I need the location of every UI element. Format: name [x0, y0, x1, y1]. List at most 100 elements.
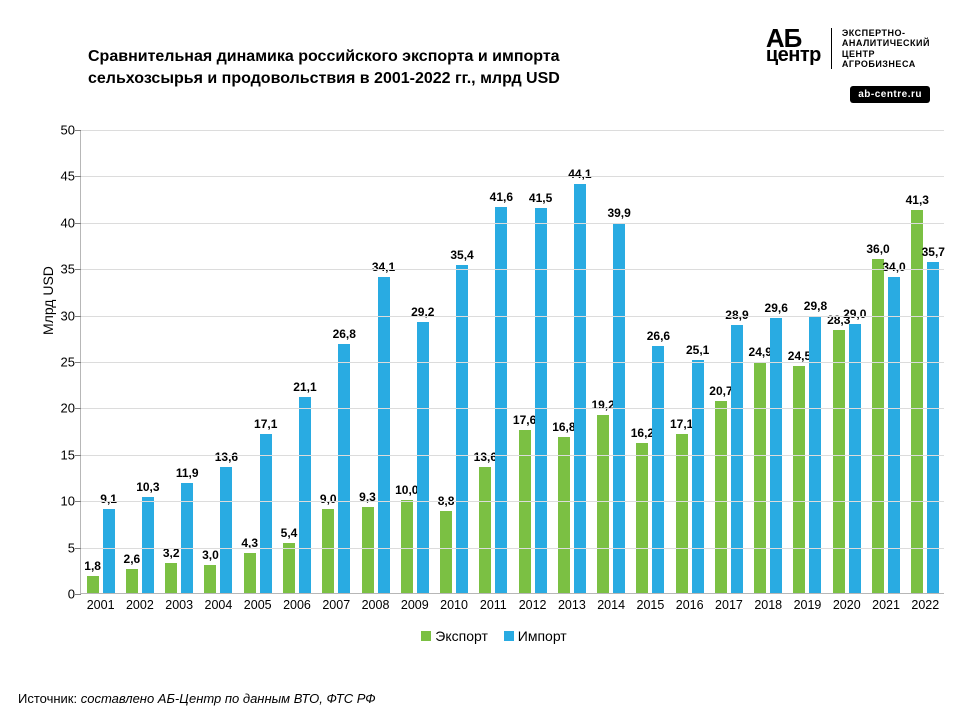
logo: АБ центр ЭКСПЕРТНО- АНАЛИТИЧЕСКИЙ ЦЕНТР …	[766, 28, 930, 69]
bar-импорт	[692, 360, 704, 593]
bar-value-label: 41,3	[901, 193, 933, 207]
bar-экспорт	[126, 569, 138, 593]
grid-line	[81, 408, 944, 409]
y-axis-label: 5	[47, 540, 75, 555]
bar-экспорт	[87, 576, 99, 593]
bar-value-label: 25,1	[682, 343, 714, 357]
y-tick	[75, 501, 81, 502]
page: Сравнительная динамика российского экспо…	[0, 0, 960, 720]
bar-экспорт	[479, 467, 491, 593]
bar-экспорт	[244, 553, 256, 593]
grid-line	[81, 316, 944, 317]
y-tick	[75, 455, 81, 456]
bar-value-label: 13,6	[210, 450, 242, 464]
x-axis-label: 2020	[833, 598, 861, 612]
bar-импорт	[299, 397, 311, 593]
bar-импорт	[535, 208, 547, 593]
bar-экспорт	[362, 507, 374, 593]
x-axis-label: 2005	[244, 598, 272, 612]
y-tick	[75, 548, 81, 549]
bar-value-label: 26,8	[328, 327, 360, 341]
bar-импорт	[338, 344, 350, 593]
grid-line	[81, 455, 944, 456]
y-tick	[75, 223, 81, 224]
x-axis-label: 2014	[597, 598, 625, 612]
x-axis-label: 2013	[558, 598, 586, 612]
grid-line	[81, 501, 944, 502]
title-line-1: Сравнительная динамика российского экспо…	[88, 48, 560, 65]
x-axis-label: 2003	[165, 598, 193, 612]
x-axis-label: 2015	[637, 598, 665, 612]
bar-value-label: 34,0	[878, 260, 910, 274]
y-axis-label: 50	[47, 123, 75, 138]
bar-value-label: 34,1	[368, 260, 400, 274]
bar-экспорт	[558, 437, 570, 593]
x-axis-label: 2008	[362, 598, 390, 612]
bar-value-label: 36,0	[862, 242, 894, 256]
x-axis-label: 2009	[401, 598, 429, 612]
bar-импорт	[574, 184, 586, 593]
bar-импорт	[456, 265, 468, 594]
grid-line	[81, 269, 944, 270]
y-tick	[75, 408, 81, 409]
legend-label-import: Импорт	[518, 628, 567, 644]
legend: Экспорт Импорт	[44, 628, 944, 644]
grid-line	[81, 548, 944, 549]
x-axis-label: 2017	[715, 598, 743, 612]
y-axis-label: 25	[47, 355, 75, 370]
bar-экспорт	[793, 366, 805, 593]
bar-импорт	[260, 434, 272, 593]
y-axis-label: 0	[47, 587, 75, 602]
bar-value-label: 35,4	[446, 248, 478, 262]
legend-label-export: Экспорт	[435, 628, 488, 644]
grid-line	[81, 223, 944, 224]
x-axis-label: 2006	[283, 598, 311, 612]
bar-импорт	[652, 346, 664, 593]
bar-value-label: 29,2	[407, 305, 439, 319]
bar-экспорт	[440, 511, 452, 593]
grid-line	[81, 362, 944, 363]
bar-value-label: 44,1	[564, 167, 596, 181]
bar-импорт	[927, 262, 939, 593]
x-axis-label: 2004	[205, 598, 233, 612]
bar-импорт	[142, 497, 154, 593]
bar-value-label: 35,7	[917, 245, 949, 259]
y-axis-label: 10	[47, 494, 75, 509]
legend-swatch-export	[421, 631, 431, 641]
bar-импорт	[181, 483, 193, 593]
bar-импорт	[849, 324, 861, 593]
plot-area: 1,89,12,610,33,211,93,013,64,317,15,421,…	[80, 130, 944, 594]
bar-экспорт	[165, 563, 177, 593]
bar-экспорт	[401, 500, 413, 593]
bar-value-label: 29,6	[760, 301, 792, 315]
bar-импорт	[378, 277, 390, 593]
y-axis-label: 40	[47, 215, 75, 230]
bar-экспорт	[715, 401, 727, 593]
x-axis-label: 2016	[676, 598, 704, 612]
bar-экспорт	[597, 415, 609, 593]
legend-swatch-import	[504, 631, 514, 641]
bar-экспорт	[872, 259, 884, 593]
x-axis-label: 2018	[754, 598, 782, 612]
logo-subtitle: ЭКСПЕРТНО- АНАЛИТИЧЕСКИЙ ЦЕНТР АГРОБИЗНЕ…	[842, 28, 930, 69]
title-line-2: сельхозсырья и продовольствия в 2001-202…	[88, 70, 560, 87]
bar-экспорт	[911, 210, 923, 593]
bar-value-label: 26,6	[642, 329, 674, 343]
y-tick	[75, 594, 81, 595]
bar-value-label: 21,1	[289, 380, 321, 394]
source-footer: Источник: составлено АБ-Центр по данным …	[18, 691, 376, 706]
x-axis-label: 2019	[794, 598, 822, 612]
x-axis-label: 2011	[480, 598, 507, 612]
y-tick	[75, 176, 81, 177]
bar-value-label: 29,0	[839, 307, 871, 321]
x-axis-label: 2007	[322, 598, 350, 612]
y-axis-label: 20	[47, 401, 75, 416]
bar-экспорт	[636, 443, 648, 593]
x-axis-label: 2012	[519, 598, 547, 612]
x-axis-label: 2010	[440, 598, 468, 612]
y-axis-label: 15	[47, 447, 75, 462]
bar-value-label: 10,3	[132, 480, 164, 494]
bar-value-label: 41,5	[525, 191, 557, 205]
y-tick	[75, 130, 81, 131]
y-tick	[75, 316, 81, 317]
